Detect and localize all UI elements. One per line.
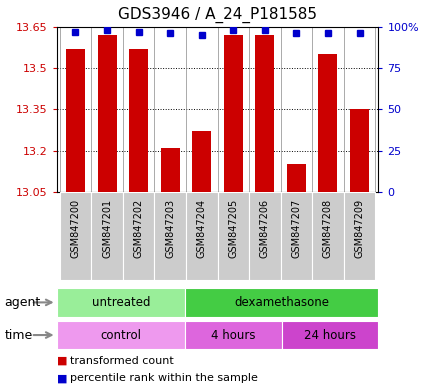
- Text: GSM847204: GSM847204: [196, 199, 206, 258]
- Text: time: time: [4, 329, 33, 341]
- Text: GSM847202: GSM847202: [133, 199, 143, 258]
- Text: GSM847201: GSM847201: [102, 199, 112, 258]
- Text: 24 hours: 24 hours: [303, 329, 355, 341]
- Bar: [129, 49, 148, 192]
- Bar: [249, 192, 280, 280]
- Bar: [154, 192, 185, 280]
- Text: GSM847200: GSM847200: [70, 199, 80, 258]
- Bar: [185, 321, 281, 349]
- Text: GSM847207: GSM847207: [291, 199, 301, 258]
- Bar: [59, 192, 91, 280]
- Text: untreated: untreated: [92, 296, 150, 309]
- Bar: [349, 109, 368, 192]
- Text: ■: ■: [56, 356, 70, 366]
- Text: GSM847208: GSM847208: [322, 199, 332, 258]
- Bar: [255, 35, 274, 192]
- Bar: [97, 35, 116, 192]
- Text: GSM847209: GSM847209: [354, 199, 364, 258]
- Text: ■: ■: [56, 373, 70, 383]
- Bar: [160, 148, 179, 192]
- Bar: [286, 164, 305, 192]
- Bar: [318, 55, 337, 192]
- Bar: [185, 288, 378, 317]
- Bar: [281, 321, 378, 349]
- Text: GSM847206: GSM847206: [259, 199, 269, 258]
- Bar: [280, 192, 312, 280]
- Text: GSM847205: GSM847205: [228, 199, 238, 258]
- Text: 4 hours: 4 hours: [211, 329, 255, 341]
- Bar: [56, 321, 185, 349]
- Text: agent: agent: [4, 296, 40, 309]
- Text: dexamethasone: dexamethasone: [234, 296, 329, 309]
- Bar: [66, 49, 85, 192]
- Bar: [192, 131, 210, 192]
- Bar: [91, 192, 122, 280]
- Text: GSM847203: GSM847203: [165, 199, 175, 258]
- Bar: [224, 35, 242, 192]
- Text: control: control: [100, 329, 141, 341]
- Title: GDS3946 / A_24_P181585: GDS3946 / A_24_P181585: [118, 7, 316, 23]
- Bar: [56, 288, 185, 317]
- Text: percentile rank within the sample: percentile rank within the sample: [69, 373, 257, 383]
- Bar: [343, 192, 375, 280]
- Bar: [185, 192, 217, 280]
- Bar: [122, 192, 154, 280]
- Text: transformed count: transformed count: [69, 356, 173, 366]
- Bar: [217, 192, 249, 280]
- Bar: [312, 192, 343, 280]
